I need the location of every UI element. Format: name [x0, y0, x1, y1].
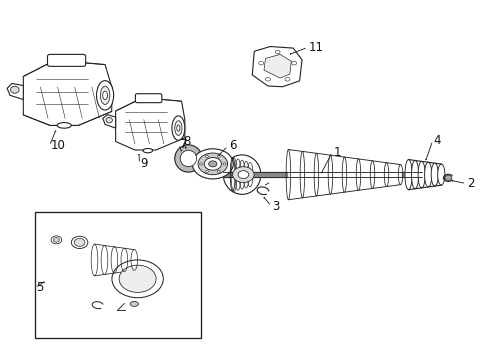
Circle shape	[198, 153, 227, 175]
Ellipse shape	[102, 91, 107, 99]
Circle shape	[217, 156, 220, 157]
Ellipse shape	[142, 148, 152, 153]
Ellipse shape	[424, 162, 431, 187]
Circle shape	[258, 61, 263, 65]
Ellipse shape	[176, 125, 180, 131]
Circle shape	[112, 260, 163, 298]
Circle shape	[238, 171, 248, 179]
Ellipse shape	[223, 155, 260, 194]
Ellipse shape	[174, 145, 202, 172]
Ellipse shape	[74, 238, 85, 246]
Circle shape	[205, 170, 208, 172]
Circle shape	[265, 77, 270, 81]
Ellipse shape	[430, 163, 437, 186]
Ellipse shape	[53, 238, 60, 242]
Ellipse shape	[100, 86, 110, 104]
Circle shape	[205, 156, 208, 157]
Circle shape	[291, 61, 296, 65]
Ellipse shape	[51, 236, 61, 244]
Circle shape	[275, 50, 280, 54]
Polygon shape	[264, 54, 291, 78]
Polygon shape	[7, 84, 23, 99]
Circle shape	[204, 158, 221, 170]
Polygon shape	[23, 60, 112, 125]
Ellipse shape	[106, 117, 112, 123]
Text: 6: 6	[228, 139, 236, 152]
Ellipse shape	[130, 301, 138, 306]
Text: 9: 9	[141, 157, 148, 170]
Polygon shape	[102, 115, 115, 128]
Text: 10: 10	[50, 139, 65, 152]
FancyBboxPatch shape	[47, 54, 85, 66]
Ellipse shape	[437, 164, 444, 185]
Circle shape	[119, 265, 156, 292]
Text: 3: 3	[272, 200, 279, 213]
Ellipse shape	[174, 121, 182, 135]
Text: 11: 11	[308, 41, 323, 54]
Text: 7: 7	[179, 138, 187, 150]
Polygon shape	[252, 46, 302, 87]
Ellipse shape	[417, 161, 425, 188]
Circle shape	[232, 167, 254, 183]
FancyBboxPatch shape	[135, 94, 162, 103]
Text: 2: 2	[467, 177, 474, 190]
Ellipse shape	[180, 150, 196, 167]
Circle shape	[285, 77, 289, 81]
Text: 1: 1	[332, 145, 340, 158]
Circle shape	[208, 161, 217, 167]
Circle shape	[444, 175, 451, 180]
Ellipse shape	[57, 123, 71, 128]
Ellipse shape	[404, 159, 411, 190]
Ellipse shape	[71, 236, 88, 248]
Circle shape	[217, 170, 220, 172]
Circle shape	[223, 163, 225, 165]
Text: 4: 4	[433, 134, 440, 147]
Polygon shape	[115, 98, 184, 150]
Ellipse shape	[96, 81, 113, 110]
Ellipse shape	[10, 86, 19, 93]
Bar	[35, 212, 200, 338]
Ellipse shape	[172, 116, 184, 140]
Circle shape	[199, 163, 202, 165]
Circle shape	[192, 149, 233, 179]
Text: 8: 8	[183, 135, 190, 148]
Text: 5: 5	[36, 281, 43, 294]
Ellipse shape	[411, 161, 418, 189]
